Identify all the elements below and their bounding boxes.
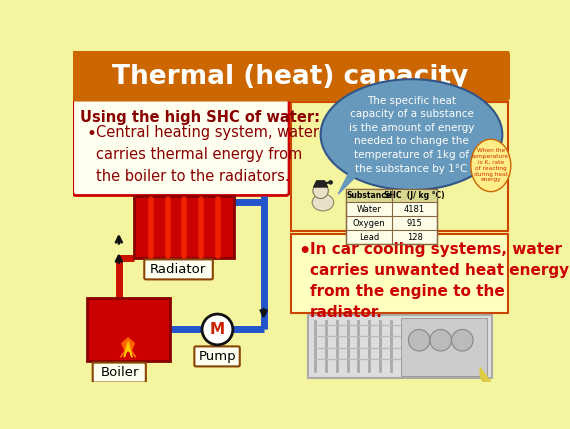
Text: 128: 128 xyxy=(406,233,422,242)
Text: The specific heat
capacity of a substance
is the amount of energy
needed to chan: The specific heat capacity of a substanc… xyxy=(349,96,474,174)
Circle shape xyxy=(313,183,328,199)
Polygon shape xyxy=(314,181,328,187)
Text: Water: Water xyxy=(357,205,381,214)
FancyBboxPatch shape xyxy=(346,188,437,202)
Text: When the
temperature
is K, rate
of reacting
during heat
energy: When the temperature is K, rate of react… xyxy=(472,148,510,182)
FancyBboxPatch shape xyxy=(308,315,492,378)
FancyBboxPatch shape xyxy=(194,346,240,366)
Circle shape xyxy=(430,329,451,351)
FancyBboxPatch shape xyxy=(291,234,508,312)
Polygon shape xyxy=(124,342,132,357)
Circle shape xyxy=(408,329,430,351)
Polygon shape xyxy=(480,368,498,393)
Text: 915: 915 xyxy=(406,219,422,228)
Text: SHC  (J/ kg °C): SHC (J/ kg °C) xyxy=(384,191,445,200)
Text: Using the high SHC of water:: Using the high SHC of water: xyxy=(80,110,320,125)
Circle shape xyxy=(202,314,233,345)
Text: Oxygen: Oxygen xyxy=(353,219,385,228)
Text: 4181: 4181 xyxy=(404,205,425,214)
Text: Pump: Pump xyxy=(198,350,236,363)
Ellipse shape xyxy=(471,139,511,192)
Text: •: • xyxy=(87,125,96,143)
Text: Thermal (heat) capacity: Thermal (heat) capacity xyxy=(112,64,469,90)
FancyBboxPatch shape xyxy=(144,260,213,279)
FancyBboxPatch shape xyxy=(73,98,289,196)
FancyBboxPatch shape xyxy=(291,102,508,231)
Text: Lead: Lead xyxy=(359,233,379,242)
FancyBboxPatch shape xyxy=(135,196,234,258)
FancyBboxPatch shape xyxy=(93,363,146,383)
FancyBboxPatch shape xyxy=(346,188,437,244)
Polygon shape xyxy=(120,338,136,357)
FancyBboxPatch shape xyxy=(87,298,170,361)
Circle shape xyxy=(328,180,333,185)
Text: Boiler: Boiler xyxy=(100,366,139,379)
Ellipse shape xyxy=(320,79,502,190)
Text: Radiator: Radiator xyxy=(150,263,206,276)
FancyBboxPatch shape xyxy=(401,318,487,376)
Text: M: M xyxy=(210,322,225,337)
Circle shape xyxy=(451,329,473,351)
Text: Substance: Substance xyxy=(347,191,392,200)
Text: In car cooling systems, water
carries unwanted heat energy
from the engine to th: In car cooling systems, water carries un… xyxy=(310,242,569,320)
FancyBboxPatch shape xyxy=(71,50,510,102)
Text: •: • xyxy=(298,242,311,261)
Text: Central heating system, water
carries thermal energy from
the boiler to the radi: Central heating system, water carries th… xyxy=(96,125,319,184)
Polygon shape xyxy=(339,171,357,194)
Ellipse shape xyxy=(312,194,333,211)
